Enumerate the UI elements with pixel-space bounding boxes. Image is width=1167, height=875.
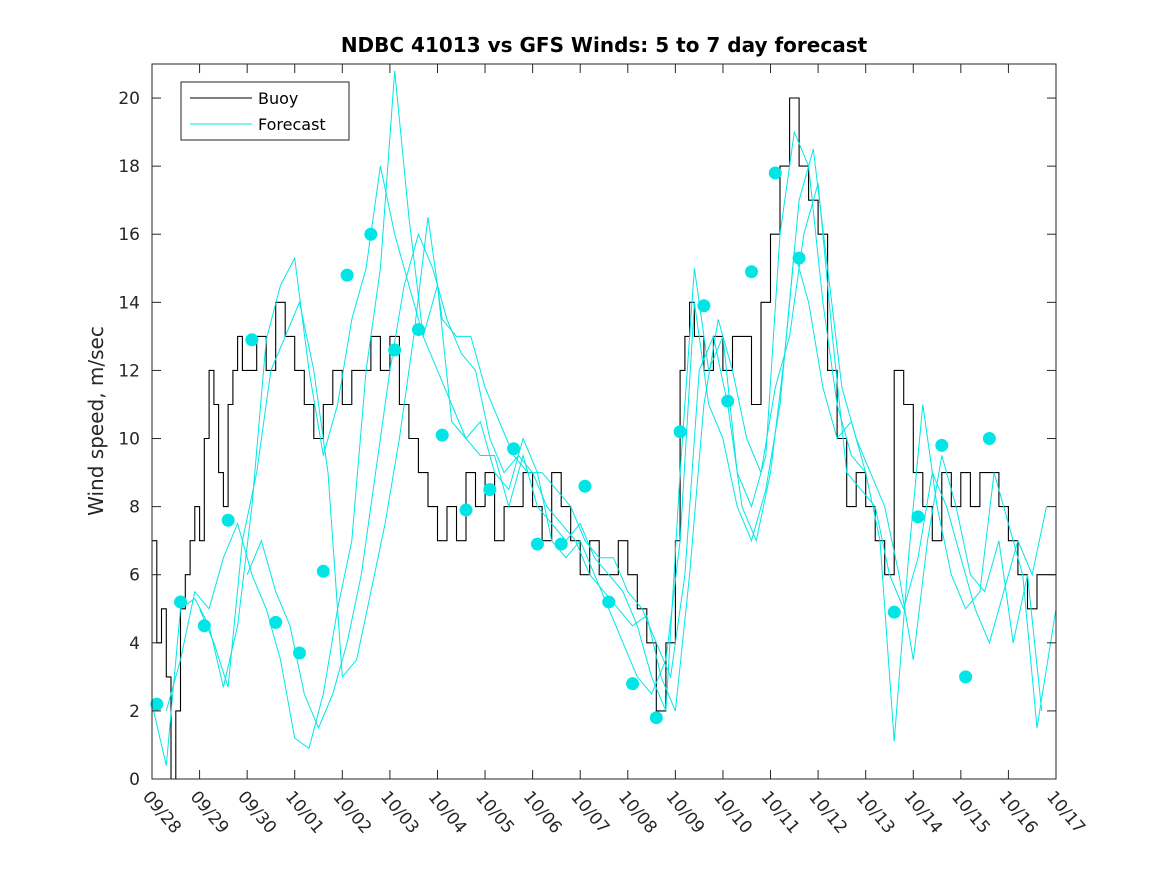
y-tick-label-1: 2 [129, 702, 140, 722]
forecast-marker-8 [340, 268, 354, 282]
forecast-marker-23 [697, 299, 711, 313]
forecast-marker-25 [744, 265, 758, 279]
forecast-marker-9 [364, 227, 378, 241]
forecast-series-line-4 [246, 183, 1047, 730]
forecast-marker-24 [721, 394, 735, 408]
chart-title: NDBC 41013 vs GFS Winds: 5 to 7 day fore… [341, 33, 868, 57]
forecast-marker-34 [959, 670, 973, 684]
y-tick-label-2: 4 [129, 634, 140, 654]
forecast-marker-32 [911, 510, 925, 524]
forecast-marker-20 [626, 677, 640, 691]
y-tick-label-5: 10 [118, 430, 140, 450]
forecast-marker-5 [269, 615, 283, 629]
forecast-marker-16 [530, 537, 544, 551]
buoy-series-line [152, 97, 1056, 780]
forecast-marker-18 [578, 479, 592, 493]
forecast-marker-35 [982, 432, 996, 446]
forecast-marker-2 [197, 619, 211, 633]
y-tick-label-0: 0 [129, 770, 140, 790]
forecast-marker-31 [887, 605, 901, 619]
forecast-marker-0 [150, 697, 164, 711]
forecast-marker-14 [483, 483, 497, 497]
forecast-marker-13 [459, 503, 473, 517]
y-tick-label-7: 14 [118, 293, 140, 313]
axes-box [151, 63, 1057, 780]
forecast-marker-33 [935, 438, 949, 452]
forecast-marker-15 [507, 442, 521, 456]
forecast-marker-4 [245, 333, 259, 347]
legend-forecast-label: Forecast [258, 115, 326, 134]
series-layer [151, 70, 1057, 780]
y-tick-label-9: 18 [118, 157, 140, 177]
forecast-marker-10 [388, 343, 402, 357]
forecast-marker-3 [221, 513, 235, 527]
y-tick-label-10: 20 [118, 89, 140, 109]
forecast-series-line-3 [199, 148, 1043, 711]
forecast-marker-21 [649, 711, 663, 725]
plot-area [150, 63, 1057, 780]
forecast-marker-19 [602, 595, 616, 609]
forecast-marker-17 [554, 537, 568, 551]
forecast-marker-27 [792, 251, 806, 265]
forecast-marker-12 [435, 428, 449, 442]
legend-box [180, 81, 350, 141]
forecast-marker-11 [411, 323, 425, 337]
forecast-marker-6 [292, 646, 306, 660]
legend-buoy-label: Buoy [258, 89, 298, 108]
legend: Buoy Forecast [180, 81, 350, 141]
forecast-marker-1 [174, 595, 188, 609]
y-tick-label-6: 12 [118, 361, 140, 381]
forecast-series-line-2 [165, 70, 867, 750]
y-tick-label-8: 16 [118, 225, 140, 245]
marker-layer [150, 166, 996, 725]
forecast-marker-7 [316, 564, 330, 578]
y-axis: 0 2 4 6 8 10 12 14 16 18 20 [118, 89, 1056, 790]
y-tick-label-4: 8 [129, 498, 140, 518]
forecast-marker-22 [673, 425, 687, 439]
forecast-marker-26 [768, 166, 782, 180]
y-tick-label-3: 6 [129, 566, 140, 586]
y-axis-label: Wind speed, m/sec [84, 326, 108, 516]
axes-background [152, 64, 1056, 779]
